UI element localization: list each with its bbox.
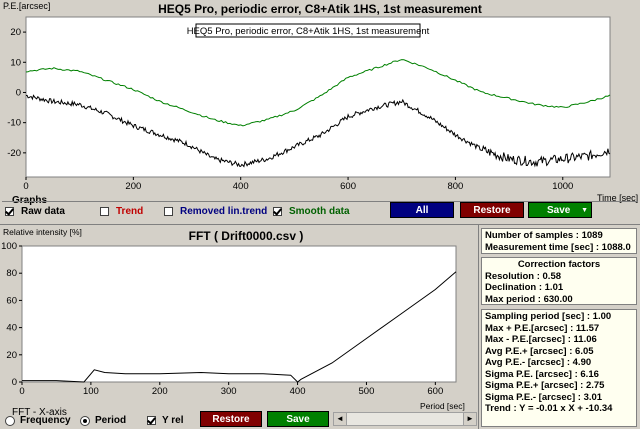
- smooth-data-label: Smooth data: [289, 206, 350, 217]
- period-radio[interactable]: [80, 416, 90, 426]
- stat-line: Trend : Y = -0.01 x X + -10.34: [485, 403, 613, 414]
- correction-factors-panel: Correction factors Resolution : 0.58 Dec…: [481, 257, 637, 305]
- x-tick-label: 800: [447, 181, 463, 192]
- stat-line: Avg P.E.- [arcsec] : 4.90: [485, 357, 592, 368]
- chevron-down-icon[interactable]: ▼: [581, 207, 588, 214]
- max-period: Max period : 630.00: [485, 293, 573, 305]
- samples-count: Number of samples : 1089: [485, 230, 603, 241]
- graphs-group: Raw data Trend Removed lin.trend Smooth …: [2, 201, 638, 224]
- fft-xaxis-title: FFT - X-axis: [12, 407, 67, 418]
- x-tick-label: 0: [23, 181, 28, 192]
- fft-scrollbar[interactable]: ◄ ►: [333, 412, 477, 426]
- scroll-right-icon[interactable]: ►: [463, 413, 476, 425]
- stat-line: Sampling period [sec] : 1.00: [485, 311, 612, 322]
- smooth-data-line: [25, 59, 611, 127]
- frequency-radio[interactable]: [5, 416, 15, 426]
- y-tick-label: 20: [6, 350, 17, 361]
- correction-factors-title: Correction factors: [517, 259, 601, 270]
- resolution: Resolution : 0.58: [485, 270, 562, 282]
- stat-line: Avg P.E.+ [arcsec] : 6.05: [485, 345, 594, 357]
- frequency-label: Frequency: [20, 415, 71, 426]
- fft-chart: 0 20 40 60 80 100 0 100 200 300 400 500 600 Relativ…: [0, 226, 478, 412]
- yrel-checkbox[interactable]: [147, 416, 156, 425]
- y-tick-label: 40: [6, 323, 17, 334]
- x-tick-label: 200: [125, 181, 141, 192]
- all-button[interactable]: All: [390, 202, 454, 218]
- y-tick-label: 0: [12, 377, 17, 388]
- stat-line: Sigma P.E.+ [arcsec] : 2.75: [485, 380, 605, 391]
- fft-plot-area: [21, 245, 457, 383]
- samples-panel: Number of samples : 1089 Measurement tim…: [481, 228, 637, 254]
- stat-line: Sigma P.E. [arcsec] : 6.16: [485, 368, 599, 380]
- restore-button[interactable]: Restore: [460, 202, 524, 218]
- raw-data-label: Raw data: [21, 206, 65, 217]
- pe-ylabel: P.E.[arcsec]: [3, 1, 50, 11]
- x-tick-label: 1000: [552, 181, 573, 192]
- yrel-label: Y rel: [162, 415, 184, 426]
- x-tick-label: 0: [19, 386, 24, 397]
- y-tick-label: 0: [16, 87, 21, 98]
- graphs-group-title: Graphs: [12, 195, 48, 206]
- pe-chart: 20 10 0 -10 -20 0 200 400 600 800 1000 HEQ5 Pro, …: [3, 1, 611, 192]
- y-tick-label: 100: [1, 241, 17, 252]
- fft-title: FFT ( Drift0000.csv ): [189, 229, 304, 243]
- x-tick-label: 200: [152, 386, 168, 397]
- x-tick-label: 400: [290, 386, 306, 397]
- fft-restore-button[interactable]: Restore: [200, 411, 262, 427]
- raw-data-line: [25, 94, 611, 168]
- fft-ylabel: Relative intensity [%]: [3, 227, 82, 237]
- measurement-time: Measurement time [sec] : 1088.0: [485, 241, 631, 253]
- period-label: Period: [95, 415, 127, 426]
- declination: Declination : 1.01: [485, 282, 564, 293]
- x-tick-label: 300: [221, 386, 237, 397]
- removed-trend-checkbox[interactable]: [164, 207, 173, 216]
- divider: [0, 224, 640, 225]
- x-tick-label: 100: [83, 386, 99, 397]
- x-tick-label: 600: [340, 181, 356, 192]
- y-tick-label: 80: [6, 268, 17, 279]
- fft-line: [22, 271, 457, 383]
- trend-label: Trend: [116, 206, 144, 217]
- y-tick-label: 20: [10, 27, 21, 38]
- pe-title: HEQ5 Pro, periodic error, C8+Atik 1HS, 1…: [158, 2, 482, 16]
- removed-trend-label: Removed lin.trend: [180, 206, 268, 217]
- x-tick-label: 600: [427, 386, 443, 397]
- scroll-left-icon[interactable]: ◄: [334, 413, 347, 425]
- pe-xlabel-text: Time [sec]: [597, 193, 639, 203]
- stat-line: Sigma P.E.- [arcsec] : 3.01: [485, 391, 603, 403]
- statistics-panel: Sampling period [sec] : 1.00 Max + P.E.[…: [481, 309, 637, 427]
- y-tick-label: -20: [7, 148, 21, 159]
- pe-legend: HEQ5 Pro, periodic error, C8+Atik 1HS, 1…: [187, 26, 430, 37]
- y-tick-label: 10: [10, 57, 21, 68]
- stat-line: Max - P.E.[arcsec] : 11.06: [485, 334, 597, 345]
- smooth-data-checkbox[interactable]: [273, 207, 282, 216]
- save-button[interactable]: Save ▼: [528, 202, 592, 218]
- trend-checkbox[interactable]: [100, 207, 109, 216]
- fft-controls: FFT - X-axis Frequency Period Y rel Rest…: [0, 407, 478, 429]
- y-tick-label: -10: [7, 118, 21, 129]
- fft-save-button[interactable]: Save: [267, 411, 329, 427]
- x-tick-label: 400: [233, 181, 249, 192]
- stat-line: Max + P.E.[arcsec] : 11.57: [485, 322, 600, 334]
- x-tick-label: 500: [359, 386, 375, 397]
- raw-data-checkbox[interactable]: [5, 207, 14, 216]
- y-tick-label: 60: [6, 295, 17, 306]
- fft-xlabel: Period [sec]: [420, 401, 465, 411]
- pe-legend-box: [195, 23, 421, 38]
- save-button-label: Save: [547, 205, 571, 216]
